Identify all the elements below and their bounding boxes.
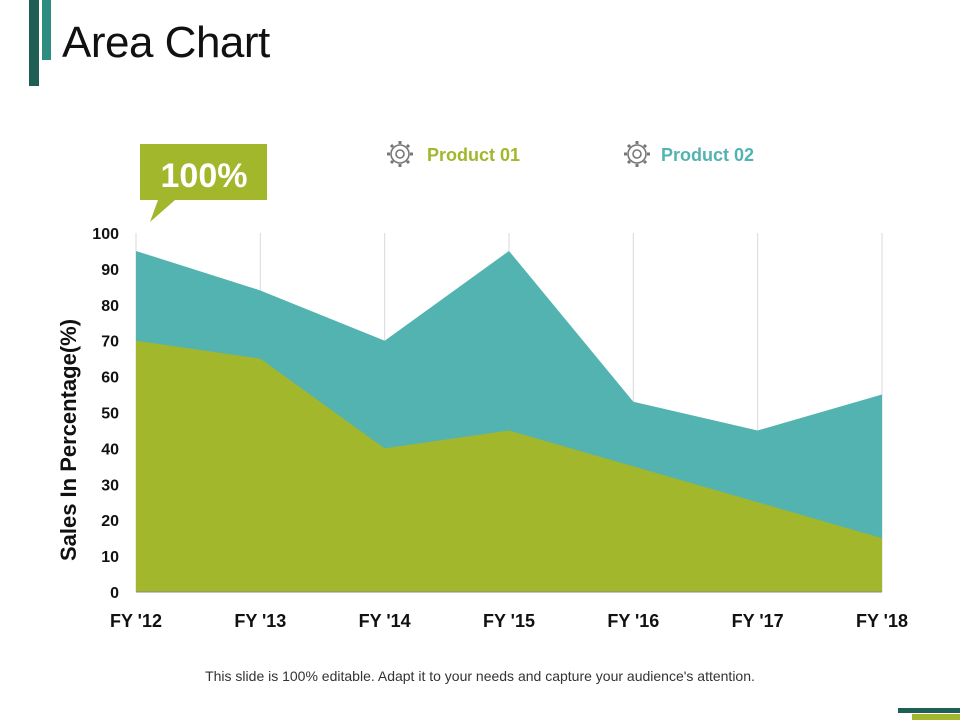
y-tick-label: 80 — [101, 298, 119, 315]
legend-item-product-01: Product 01 — [387, 141, 520, 167]
x-tick-label: FY '14 — [359, 611, 411, 631]
footer-note: This slide is 100% editable. Adapt it to… — [205, 668, 755, 684]
legend-label-product-02: Product 02 — [661, 145, 754, 165]
y-tick-label: 100 — [92, 226, 119, 243]
y-tick-label: 0 — [110, 585, 119, 602]
y-tick-label: 90 — [101, 262, 119, 279]
y-tick-labels: 0 10 20 30 40 50 60 70 80 90 100 — [92, 226, 119, 602]
legend-item-product-02: Product 02 — [624, 141, 754, 167]
x-tick-labels: FY '12 FY '13 FY '14 FY '15 FY '16 FY '17 FY '… — [110, 611, 908, 631]
y-tick-label: 50 — [101, 406, 119, 423]
x-tick-label: FY '12 — [110, 611, 162, 631]
gear-icon — [387, 141, 413, 167]
callout-bubble: 100% — [140, 144, 267, 222]
y-tick-label: 40 — [101, 441, 119, 458]
gear-icon — [624, 141, 650, 167]
x-tick-label: FY '13 — [234, 611, 286, 631]
title-accent-bar-teal — [42, 0, 51, 60]
y-tick-label: 10 — [101, 549, 119, 566]
area-series-product-01 — [136, 340, 882, 592]
x-tick-label: FY '18 — [856, 611, 908, 631]
x-tick-label: FY '15 — [483, 611, 535, 631]
y-tick-label: 30 — [101, 477, 119, 494]
footer-accent-bar-green — [912, 714, 960, 720]
page-title: Area Chart — [62, 18, 270, 67]
y-tick-label: 70 — [101, 334, 119, 351]
x-tick-label: FY '17 — [732, 611, 784, 631]
title-accent-bar-dark — [29, 0, 39, 86]
y-axis-label: Sales In Percentage(%) — [56, 319, 81, 561]
legend: Product 01 Product 02 — [387, 141, 754, 167]
callout-text: 100% — [161, 157, 248, 195]
x-tick-label: FY '16 — [607, 611, 659, 631]
footer-accent-bar-dark — [898, 708, 960, 713]
y-tick-label: 60 — [101, 370, 119, 387]
chart-areas — [136, 250, 882, 592]
legend-label-product-01: Product 01 — [427, 145, 520, 165]
y-tick-label: 20 — [101, 513, 119, 530]
